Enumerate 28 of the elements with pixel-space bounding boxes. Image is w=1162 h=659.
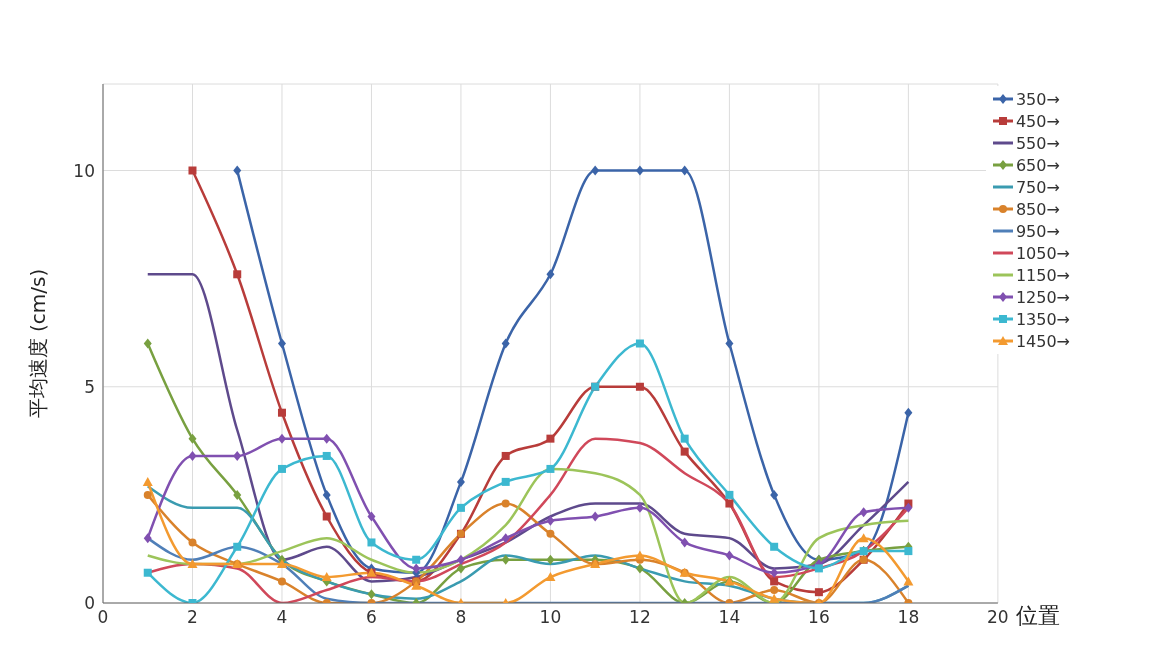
y-tick-label: 10 [73,160,95,181]
legend-label: 950→ [1015,221,1060,241]
legend-label: 1150→ [1015,265,1070,285]
legend-label: 350→ [1015,89,1060,109]
x-tick-label: 0 [97,607,109,628]
x-tick-label: 14 [718,607,741,628]
x-axis-title: 位置 [1015,602,1060,628]
x-tick-label: 8 [455,607,467,628]
x-tick-label: 16 [808,607,830,628]
x-tick-label: 4 [276,607,288,628]
x-tick-label: 20 [987,607,1009,628]
x-tick-label: 10 [539,607,562,628]
y-tick-label: 5 [84,376,95,397]
legend-label: 1050→ [1015,243,1070,263]
legend-label: 750→ [1015,177,1060,197]
legend-label: 850→ [1015,199,1060,219]
legend-label: 550→ [1015,133,1060,153]
x-tick-label: 6 [366,607,377,628]
x-tick-label: 2 [187,607,198,628]
legend-label: 650→ [1015,155,1060,175]
legend-label: 1250→ [1015,287,1070,307]
legend-label: 450→ [1015,111,1060,131]
legend-label: 1450→ [1015,331,1070,351]
y-axis-title: 平均速度 (cm/s) [26,268,51,419]
legend-label: 1350→ [1015,309,1070,329]
x-tick-label: 12 [629,607,651,628]
y-tick-label: 0 [84,593,95,614]
x-tick-label: 18 [897,607,920,628]
